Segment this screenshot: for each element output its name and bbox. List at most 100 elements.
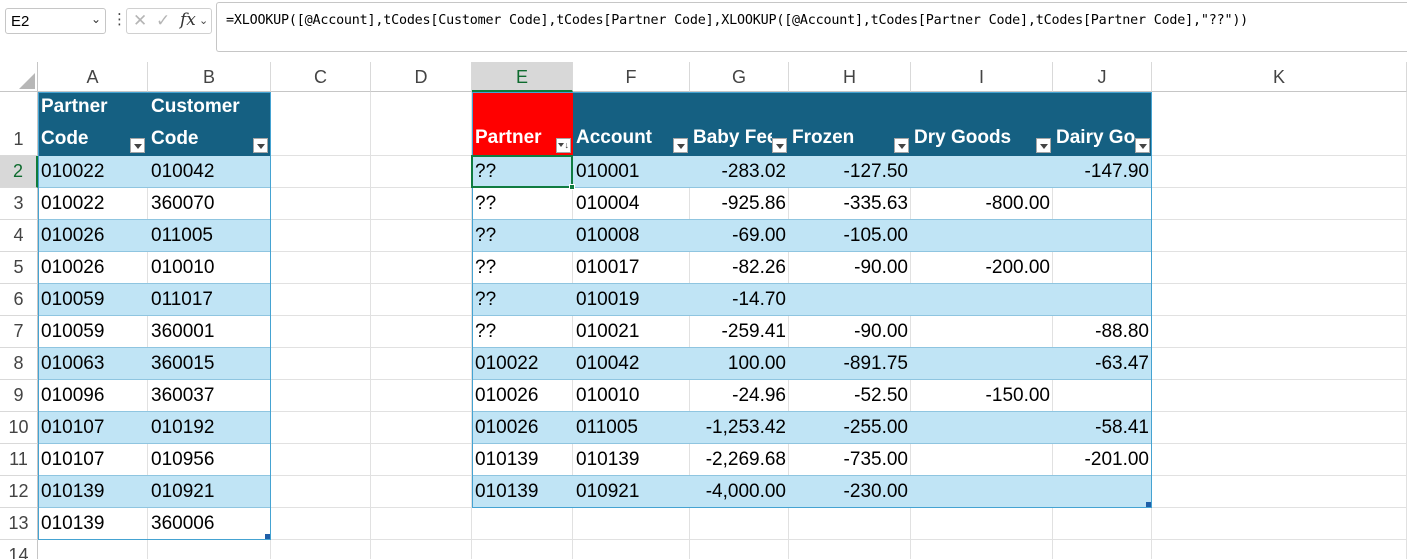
enter-icon[interactable]: ✓ <box>156 11 171 30</box>
main-table-cell[interactable] <box>911 284 1053 316</box>
codes-table-cell[interactable]: 010192 <box>151 417 215 438</box>
row-header-13[interactable]: 13 <box>0 508 38 540</box>
active-cell-selection[interactable] <box>471 155 573 188</box>
codes-table-header[interactable]: Customer Code <box>148 92 271 156</box>
table-resize-handle[interactable] <box>265 534 270 539</box>
column-header-e[interactable]: E <box>472 62 573 92</box>
main-table-cell[interactable] <box>911 220 1053 252</box>
main-table-header[interactable]: Frozen <box>789 92 894 156</box>
column-header-f[interactable]: F <box>573 62 690 92</box>
row-header-2[interactable]: 2 <box>0 156 38 188</box>
main-table-cell[interactable]: 010026 <box>475 385 539 406</box>
main-table-cell[interactable]: -147.90 <box>1084 161 1149 182</box>
filter-dropdown-icon[interactable] <box>130 138 145 153</box>
codes-table-cell[interactable]: 010042 <box>151 161 215 182</box>
filter-dropdown-icon[interactable] <box>894 138 909 153</box>
main-table-header[interactable]: Partner <box>472 92 556 156</box>
codes-table-cell[interactable]: 010010 <box>151 257 215 278</box>
codes-table-cell[interactable]: 010139 <box>41 481 105 502</box>
main-table-cell[interactable]: -88.80 <box>1095 321 1149 342</box>
codes-table-cell[interactable]: 010139 <box>41 513 105 534</box>
codes-table-cell[interactable]: 010956 <box>151 449 215 470</box>
codes-table-cell[interactable]: 010026 <box>41 257 105 278</box>
column-header-b[interactable]: B <box>148 62 271 92</box>
main-table-cell[interactable]: -4,000.00 <box>705 481 786 502</box>
main-table-cell[interactable]: -52.50 <box>854 385 908 406</box>
filter-dropdown-icon[interactable] <box>772 138 787 153</box>
main-table-cell[interactable] <box>911 348 1053 380</box>
row-header-3[interactable]: 3 <box>0 188 38 220</box>
main-table-cell[interactable] <box>1053 476 1152 508</box>
main-table-cell[interactable] <box>911 444 1053 476</box>
main-table-cell[interactable]: -63.47 <box>1095 353 1149 374</box>
sort-filter-icon[interactable]: ↓ <box>556 138 571 153</box>
main-table-cell[interactable]: ?? <box>475 225 497 246</box>
row-header-10[interactable]: 10 <box>0 412 38 444</box>
main-table-cell[interactable]: -105.00 <box>843 225 908 246</box>
column-header-j[interactable]: J <box>1053 62 1152 92</box>
codes-table-cell[interactable]: 360001 <box>151 321 215 342</box>
main-table-cell[interactable]: -335.63 <box>843 193 908 214</box>
main-table-cell[interactable]: -127.50 <box>843 161 908 182</box>
main-table-cell[interactable]: 010004 <box>576 193 640 214</box>
codes-table-cell[interactable]: 010921 <box>151 481 215 502</box>
codes-table-cell[interactable]: 010107 <box>41 417 105 438</box>
column-header-a[interactable]: A <box>38 62 148 92</box>
main-table-cell[interactable]: -283.02 <box>721 161 786 182</box>
codes-table-cell[interactable]: 011017 <box>151 289 213 310</box>
formula-input[interactable]: =XLOOKUP([@Account],tCodes[Customer Code… <box>216 2 1407 52</box>
codes-table-cell[interactable]: 010026 <box>41 225 105 246</box>
main-table-cell[interactable]: -14.70 <box>732 289 786 310</box>
main-table-cell[interactable]: 010001 <box>576 161 640 182</box>
codes-table-cell[interactable]: 360037 <box>151 385 215 406</box>
main-table-cell[interactable]: -150.00 <box>985 385 1050 406</box>
main-table-cell[interactable]: -24.96 <box>732 385 786 406</box>
main-table-cell[interactable]: 010008 <box>576 225 640 246</box>
main-table-cell[interactable]: 010021 <box>576 321 640 342</box>
fill-handle[interactable] <box>569 184 575 190</box>
main-table-cell[interactable]: -925.86 <box>721 193 786 214</box>
filter-dropdown-icon[interactable] <box>673 138 688 153</box>
main-table-cell[interactable]: -891.75 <box>843 353 908 374</box>
row-header-4[interactable]: 4 <box>0 220 38 252</box>
main-table-cell[interactable] <box>1053 220 1152 252</box>
select-all-icon[interactable] <box>19 73 35 89</box>
column-header-c[interactable]: C <box>271 62 371 92</box>
codes-table-cell[interactable]: 011005 <box>151 225 213 246</box>
row-header-14[interactable]: 14 <box>0 540 38 559</box>
codes-table-cell[interactable]: 010059 <box>41 321 105 342</box>
main-table-cell[interactable]: 010022 <box>475 353 539 374</box>
codes-table-cell[interactable]: 010063 <box>41 353 105 374</box>
main-table-cell[interactable] <box>1053 252 1152 284</box>
main-table-cell[interactable]: -201.00 <box>1084 449 1149 470</box>
main-table-cell[interactable] <box>911 476 1053 508</box>
main-table-header[interactable]: Dry Goods <box>911 92 1036 156</box>
main-table-cell[interactable]: ?? <box>475 257 497 278</box>
insert-function-icon[interactable]: fx <box>180 10 196 30</box>
row-header-9[interactable]: 9 <box>0 380 38 412</box>
main-table-cell[interactable]: -1,253.42 <box>705 417 786 438</box>
filter-dropdown-icon[interactable] <box>1135 138 1150 153</box>
name-box[interactable]: E2 ⌄ <box>5 8 106 34</box>
main-table-cell[interactable] <box>1053 284 1152 316</box>
codes-table-cell[interactable]: 010022 <box>41 161 105 182</box>
main-table-cell[interactable]: -90.00 <box>854 321 908 342</box>
main-table-cell[interactable]: 010019 <box>576 289 640 310</box>
main-table-cell[interactable] <box>789 284 911 316</box>
main-table-cell[interactable]: 010139 <box>576 449 640 470</box>
column-header-i[interactable]: I <box>911 62 1053 92</box>
main-table-cell[interactable]: ?? <box>475 193 497 214</box>
chevron-down-icon[interactable]: ⌄ <box>90 12 101 26</box>
cancel-icon[interactable]: ✕ <box>133 11 148 30</box>
main-table-cell[interactable]: 010010 <box>576 385 640 406</box>
row-header-11[interactable]: 11 <box>0 444 38 476</box>
codes-table-cell[interactable]: 360015 <box>151 353 215 374</box>
codes-table-cell[interactable]: 360006 <box>151 513 215 534</box>
main-table-cell[interactable]: -735.00 <box>843 449 908 470</box>
row-header-1[interactable]: 1 <box>0 92 38 156</box>
column-header-d[interactable]: D <box>371 62 472 92</box>
codes-table-cell[interactable]: 010096 <box>41 385 105 406</box>
row-header-6[interactable]: 6 <box>0 284 38 316</box>
main-table-header[interactable]: Dairy Goods <box>1053 92 1135 156</box>
main-table-cell[interactable] <box>911 316 1053 348</box>
